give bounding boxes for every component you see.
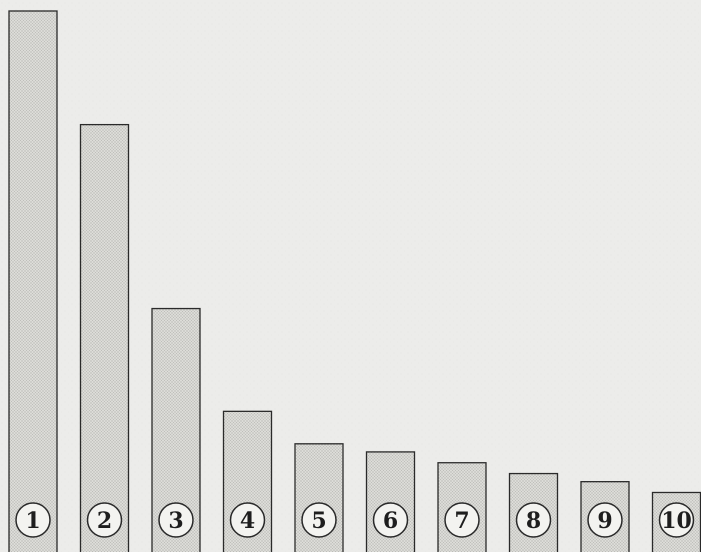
category-label-5: 5 bbox=[311, 508, 326, 534]
category-label-9: 9 bbox=[597, 508, 612, 534]
category-label-7: 7 bbox=[454, 508, 469, 534]
category-badge-9 bbox=[587, 502, 623, 538]
category-label-8: 8 bbox=[526, 508, 541, 534]
category-badge-4 bbox=[229, 502, 266, 538]
bar-2 bbox=[79, 123, 130, 552]
category-badge-3 bbox=[158, 502, 194, 538]
category-label-1: 1 bbox=[25, 508, 40, 534]
category-badge-8 bbox=[515, 502, 552, 538]
category-label-3: 3 bbox=[168, 508, 183, 534]
category-label-6: 6 bbox=[383, 508, 398, 534]
category-badge-1 bbox=[15, 502, 51, 538]
category-badge-6 bbox=[372, 502, 409, 538]
category-badge-5 bbox=[301, 502, 337, 538]
category-label-4: 4 bbox=[240, 508, 255, 534]
category-badge-10 bbox=[658, 502, 695, 538]
category-label-2: 2 bbox=[97, 508, 112, 534]
category-badge-7 bbox=[444, 502, 480, 538]
bar-1 bbox=[8, 10, 58, 552]
category-label-10: 10 bbox=[661, 508, 692, 534]
bars-layer bbox=[8, 10, 701, 552]
category-labels-layer: 1 2 3 4 5 6 7 8 9 10 bbox=[15, 502, 695, 538]
category-badge-2 bbox=[86, 502, 123, 538]
